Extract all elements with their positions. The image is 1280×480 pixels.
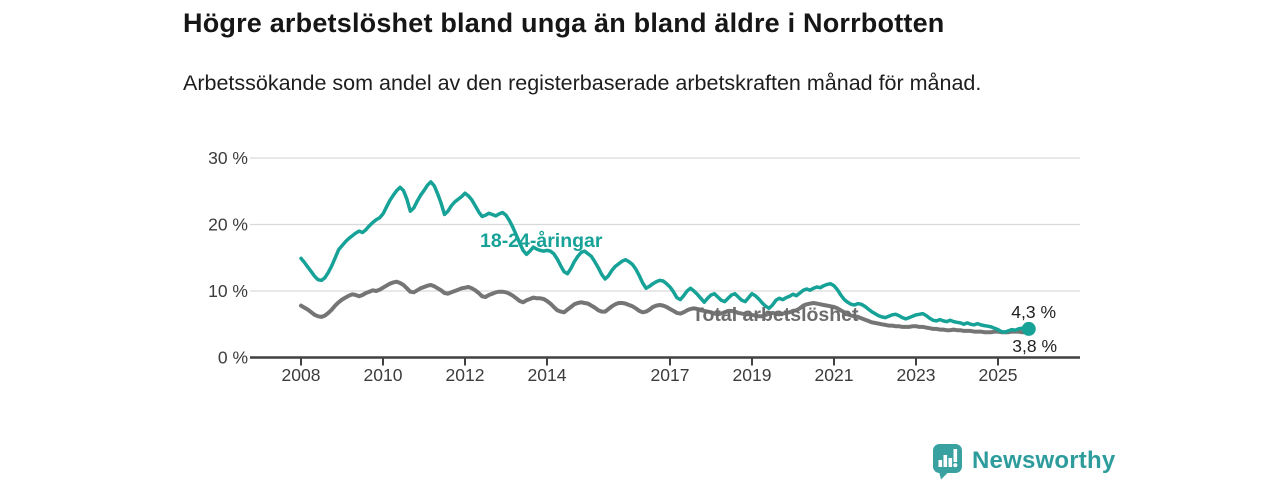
newsworthy-logo[interactable]: Newsworthy — [932, 442, 1192, 480]
y-tick-label: 30 % — [208, 148, 248, 168]
chart-title: Högre arbetslöshet bland unga än bland ä… — [183, 8, 945, 38]
series-label: Total arbetslöshet — [692, 304, 859, 326]
x-tick-label: 2023 — [897, 365, 936, 385]
series-line-total — [299, 279, 1031, 335]
y-tick-label: 0 % — [218, 348, 248, 368]
newsworthy-wordmark: Newsworthy — [972, 447, 1116, 474]
series-end-dot — [1021, 321, 1036, 336]
series-line-youth — [299, 180, 1031, 334]
x-tick-label: 2017 — [651, 365, 690, 385]
newsworthy-bubble-chart-icon — [933, 444, 962, 480]
y-tick-label: 20 % — [208, 215, 248, 235]
x-tick-label: 2019 — [733, 365, 772, 385]
x-tick-label: 2014 — [528, 365, 567, 385]
chart-subtitle: Arbetssökande som andel av den registerb… — [183, 71, 982, 95]
x-tick-label: 2025 — [979, 365, 1018, 385]
x-tick-label: 2021 — [815, 365, 854, 385]
x-tick-label: 2010 — [364, 365, 403, 385]
end-value-label: 4,3 % — [1011, 302, 1056, 322]
series-label: 18-24-åringar — [480, 229, 603, 252]
y-tick-label: 10 % — [208, 281, 248, 301]
x-tick-label: 2012 — [446, 365, 485, 385]
x-tick-label: 2008 — [282, 365, 321, 385]
end-value-label: 3,8 % — [1012, 336, 1057, 356]
